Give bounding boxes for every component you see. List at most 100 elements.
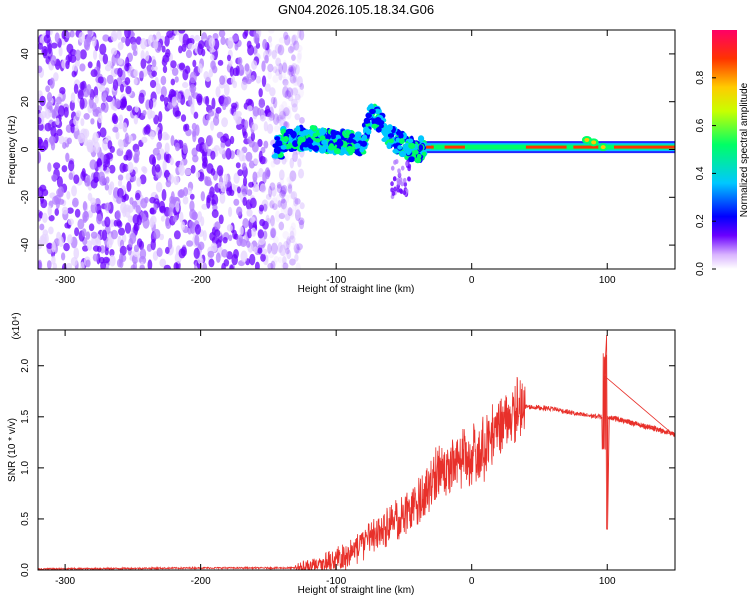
spectrogram-noise-cell	[197, 257, 204, 265]
spectrogram-noise-cell	[287, 46, 294, 54]
spectrogram-noise-cell	[158, 110, 163, 123]
spectrogram-noise-cell	[278, 256, 283, 264]
spectrogram-noise-cell	[118, 252, 124, 264]
spectrogram-noise-cell	[120, 36, 126, 43]
spectrogram-noise-cell	[131, 42, 137, 51]
colorbar-gradient	[712, 30, 737, 269]
spectrogram-ridge-cell	[347, 136, 353, 144]
spectrogram-noise-cell	[134, 105, 139, 113]
spectrogram-ridge-cell	[340, 148, 346, 155]
spectrogram-noise-cell	[127, 215, 134, 223]
spectrogram-ridge-cell	[376, 119, 385, 126]
spectrogram-noise-cell	[215, 252, 221, 263]
spectrogram-noise-cell	[87, 30, 93, 36]
spectrogram-noise-cell	[236, 206, 243, 216]
spectrogram-noise-cell	[246, 208, 253, 217]
spectrogram-x-tick-label: 100	[599, 275, 616, 286]
spectrogram-noise-cell	[246, 105, 253, 112]
spectrogram-ridge-cell	[325, 133, 331, 141]
spectrogram-noise-cell	[275, 194, 281, 206]
spectrogram-tail-cell	[396, 180, 401, 186]
spectrogram-noise-cell	[138, 92, 145, 104]
spectrogram-noise-cell	[275, 57, 282, 67]
spectrogram-noise-cell	[292, 73, 300, 86]
spectrogram-x-label: Height of straight line (km)	[298, 284, 415, 295]
spectrogram-noise-cell	[73, 83, 79, 95]
spectrogram-band-peak	[614, 145, 675, 149]
spectrogram-noise-cell	[276, 63, 283, 73]
spectrogram-noise-cell	[162, 160, 167, 172]
spectrogram-noise-cell	[271, 187, 277, 197]
spectrogram-y-tick-label: 40	[20, 48, 31, 60]
colorbar-tick-label: 0.0	[695, 262, 706, 276]
spectrogram-noise-cell	[102, 163, 108, 171]
spectrogram-noise-cell	[296, 243, 303, 251]
spectrogram-noise-cell	[207, 250, 215, 258]
spectrogram-noise-cell	[100, 261, 106, 269]
spectrogram-tail-cell	[394, 159, 399, 165]
spectrogram-x-tick-label: -300	[55, 275, 75, 286]
spectrogram-noise-cell	[78, 31, 86, 44]
spectrogram-noise-cell	[70, 256, 78, 267]
spectrogram-noise-cell	[124, 222, 132, 234]
spectrogram-noise-cell	[280, 203, 287, 216]
spectrogram-noise-cell	[121, 195, 127, 203]
spectrogram-noise-cell	[179, 211, 184, 223]
spectrogram-noise-cell	[79, 49, 87, 60]
spectrogram-noise-cell	[66, 137, 72, 145]
spectrogram-noise-cell	[67, 218, 74, 226]
spectrogram-noise-cell	[51, 241, 56, 253]
spectrogram-noise-cell	[170, 191, 175, 203]
spectrogram-noise-cell	[272, 203, 278, 211]
spectrogram-band-peak	[573, 145, 601, 149]
spectrogram-noise-cell	[87, 61, 93, 69]
spectrogram-noise-cell	[287, 94, 294, 102]
spectrogram-noise-cell	[209, 186, 215, 198]
spectrogram-ridge-cell	[387, 133, 395, 139]
snr-panel: -300 -200 -100 0 100 0.0 0.5 1.0 1.5 2.0 Height …	[7, 312, 676, 596]
spectrogram-ridge-cell	[399, 150, 407, 158]
spectrogram-ridge-cell	[407, 138, 414, 144]
spectrogram-noise-cell	[206, 114, 211, 121]
spectrogram-noise-cell	[58, 236, 64, 248]
spectrogram-noise-cell	[46, 101, 53, 111]
spectrogram-noise-cell	[167, 237, 173, 250]
spectrogram-noise-cell	[193, 111, 199, 119]
spectrogram-noise-cell	[187, 95, 193, 106]
spectrogram-noise-cell	[110, 30, 118, 42]
spectrogram-noise-cell	[295, 262, 301, 269]
spectrogram-tail-cell	[402, 190, 407, 196]
spectrogram-noise-cell	[262, 230, 268, 240]
spectrogram-noise-cell	[65, 262, 73, 269]
spectrogram-ridge-cell	[388, 138, 394, 144]
spectrogram-tail-cell	[398, 188, 403, 194]
spectrogram-noise-cell	[264, 105, 271, 116]
spectrogram-noise-cell	[202, 262, 208, 269]
spectrogram-noise-cell	[249, 253, 256, 266]
spectrogram-noise-cell	[195, 143, 203, 152]
spectrogram-noise-cell	[160, 75, 167, 86]
spectrogram-noise-cell	[294, 93, 301, 101]
spectrogram-noise-cell	[143, 125, 151, 135]
spectrogram-noise-cell	[272, 66, 278, 74]
spectrogram-noise-cell	[296, 52, 302, 64]
spectrogram-noise-cell	[294, 204, 300, 216]
spectrogram-noise-cell	[109, 248, 115, 257]
spectrogram-noise-cell	[245, 78, 252, 85]
spectrogram-noise-cell	[171, 96, 178, 107]
spectrogram-noise-cell	[147, 259, 153, 269]
spectrogram-noise-cell	[46, 242, 53, 249]
spectrogram-noise-cell	[187, 42, 195, 50]
spectrogram-noise-cell	[97, 112, 103, 124]
colorbar: 0.0 0.2 0.4 0.6 0.8 Normalized spectral ampl…	[695, 30, 750, 276]
spectrogram-noise-cell	[135, 36, 142, 45]
spectrogram-noise-cell	[99, 127, 107, 138]
spectrogram-noise-cell	[135, 192, 141, 201]
spectrogram-noise-cell	[270, 228, 276, 239]
spectrogram-noise-cell	[87, 144, 95, 153]
spectrogram-noise-cell	[165, 180, 172, 188]
spectrogram-tail-cell	[403, 181, 408, 187]
spectrogram-noise-cell	[153, 228, 161, 239]
spectrogram-noise-cell	[180, 114, 187, 122]
spectrogram-noise-cell	[165, 48, 171, 58]
